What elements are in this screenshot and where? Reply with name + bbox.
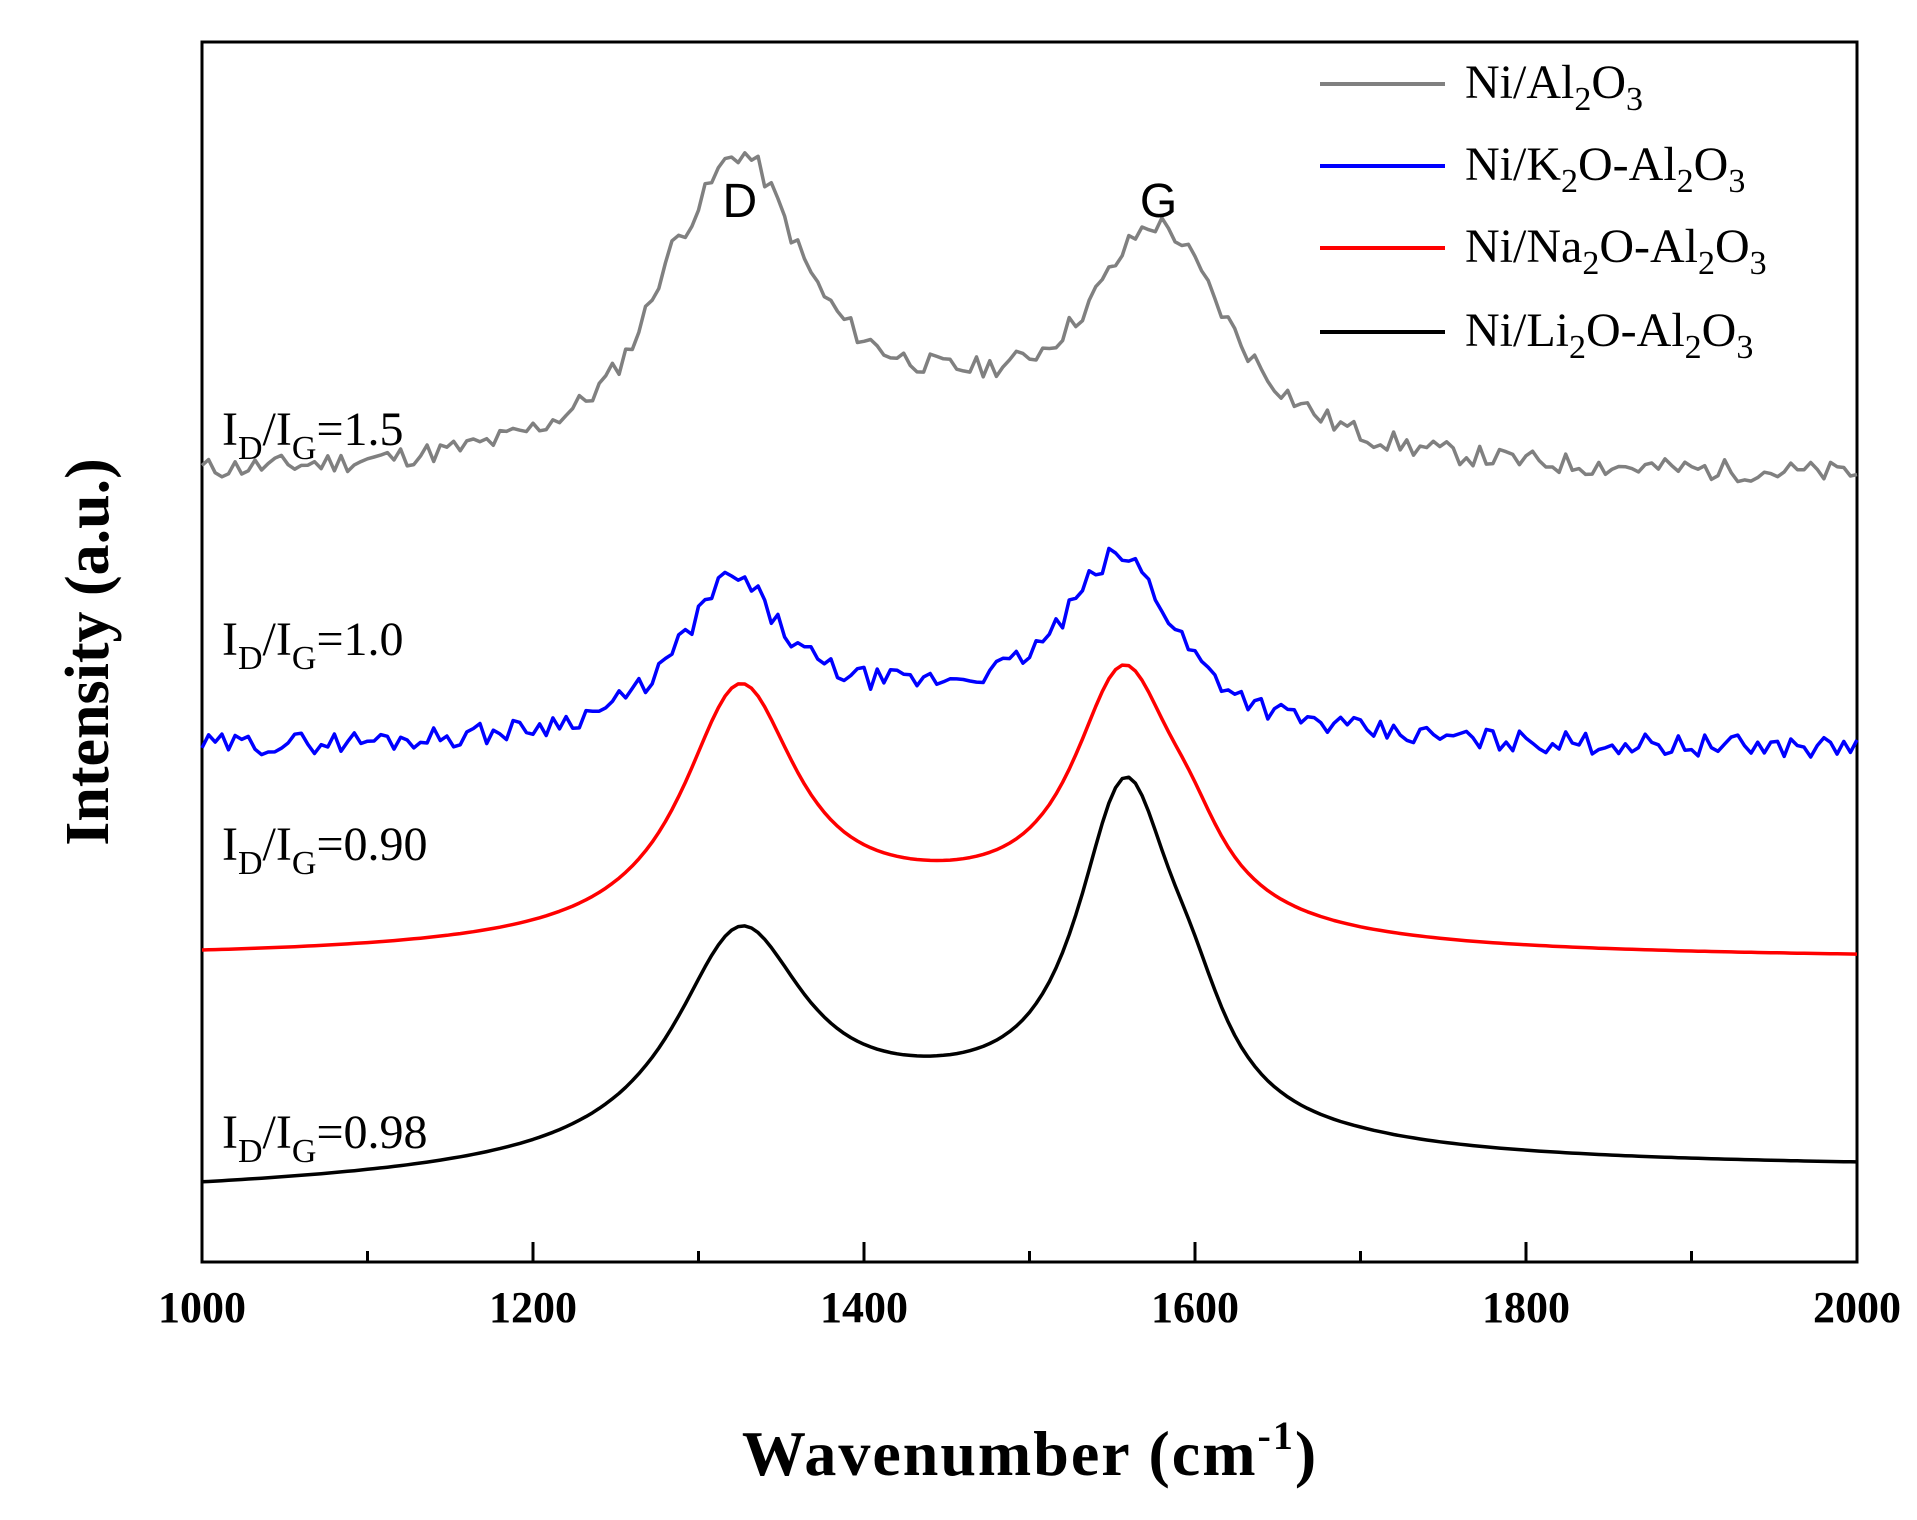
x-tick-label: 1600 xyxy=(1151,1283,1239,1332)
legend: Ni/Al2O3 Ni/K2O-Al2O3 Ni/Na2O-Al2O3 Ni/Li2O… xyxy=(1320,56,1767,366)
y-axis-title: Intensity (a.u.) xyxy=(54,458,122,846)
ratio-label: ID/IG=1.5 xyxy=(222,403,404,467)
x-tick-label: 1200 xyxy=(489,1283,577,1332)
peak-label: G xyxy=(1140,175,1177,228)
legend-label: Ni/Al2O3 xyxy=(1465,56,1643,118)
peak-label: D xyxy=(723,175,758,228)
ratio-label: ID/IG=1.0 xyxy=(222,613,404,677)
ratio-labels: ID/IG=1.5 ID/IG=1.0 ID/IG=0.90 ID/IG=0.98 xyxy=(222,403,428,1170)
x-axis-title-superscript: -1 xyxy=(1258,1413,1295,1458)
x-axis-tick-labels: 1000 1200 1400 1600 1800 2000 xyxy=(158,1283,1901,1332)
x-tick-label: 1800 xyxy=(1482,1283,1570,1332)
ratio-label: ID/IG=0.90 xyxy=(222,818,428,882)
x-tick-label: 1000 xyxy=(158,1283,246,1332)
x-axis-title-main: Wavenumber (cm xyxy=(742,1418,1258,1489)
series-lines xyxy=(200,151,1859,1184)
series-line xyxy=(200,151,1858,484)
x-axis-title: Wavenumber (cm-1) xyxy=(742,1413,1318,1489)
x-axis-title-close: ) xyxy=(1295,1418,1318,1489)
series-line xyxy=(201,775,1858,1184)
series-line xyxy=(200,546,1859,759)
legend-label: Ni/Na2O-Al2O3 xyxy=(1465,220,1767,282)
x-tick-label: 1400 xyxy=(820,1283,908,1332)
series-line xyxy=(201,663,1858,956)
x-axis-ticks xyxy=(200,1242,1859,1262)
ratio-label: ID/IG=0.98 xyxy=(222,1106,428,1170)
legend-label: Ni/Li2O-Al2O3 xyxy=(1465,304,1753,366)
legend-label: Ni/K2O-Al2O3 xyxy=(1465,138,1745,200)
x-tick-label: 2000 xyxy=(1813,1283,1901,1332)
